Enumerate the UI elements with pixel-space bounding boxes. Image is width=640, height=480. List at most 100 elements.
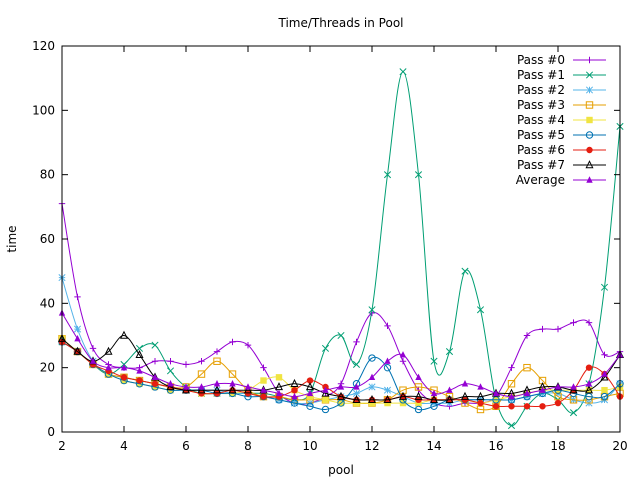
data-point [260,377,267,384]
data-point [151,341,159,349]
data-point [260,386,267,393]
data-point [167,358,174,365]
data-point [229,380,236,387]
data-point [585,364,593,371]
x-tick-label: 10 [302,439,317,453]
data-point [570,383,577,390]
data-point [275,374,283,381]
data-point [228,385,237,394]
data-point [398,391,408,400]
legend-item: Pass #3 [517,98,606,112]
legend-marker [586,56,593,64]
legend-label: Pass #1 [517,68,565,82]
data-point [554,325,562,333]
data-point [554,383,562,390]
legend-marker [586,176,593,183]
data-point [414,405,423,414]
data-point [322,386,329,393]
legend-label: Pass #4 [517,113,565,127]
data-point [213,380,221,387]
data-point [120,374,128,381]
data-point [260,393,267,400]
data-point [508,403,515,410]
data-point [399,351,407,358]
data-point [430,357,438,365]
data-point [508,392,515,400]
data-point [399,68,407,76]
data-point [322,396,329,404]
data-point [136,377,143,384]
data-point [291,386,298,394]
x-tick-label: 4 [120,439,128,453]
data-point [601,351,608,358]
data-point [507,380,516,388]
data-point [181,385,191,394]
data-point [368,354,376,362]
data-point [73,325,82,333]
data-point [291,392,298,400]
data-point [414,391,423,400]
data-point [476,391,485,400]
data-point [182,361,190,368]
legend-marker [585,160,594,169]
y-tick-label: 20 [40,361,55,375]
data-point [492,403,500,410]
data-point [446,386,453,393]
data-point [337,383,345,390]
data-point [569,409,578,417]
data-point [166,382,175,391]
data-point [197,385,206,394]
data-point [477,383,484,390]
legend-label: Pass #0 [517,53,565,67]
legend-label: Pass #6 [517,143,565,157]
data-point [213,348,221,355]
data-point [244,341,252,349]
data-point [383,363,392,372]
x-tick-label: 14 [426,439,441,453]
data-point [290,378,299,387]
data-point [260,364,267,371]
data-point [275,389,283,397]
data-point [89,345,97,352]
data-point [429,395,439,404]
data-point [600,372,609,381]
data-point [492,396,500,404]
data-point [601,370,608,377]
data-point [384,399,391,407]
data-point [601,386,608,394]
data-point [508,364,515,371]
series-layer [57,68,625,430]
data-point [353,338,360,346]
data-point [151,358,159,365]
legend-label: Average [516,173,565,187]
data-point [585,392,593,401]
data-point [136,367,143,374]
data-point [539,403,546,410]
data-point [228,370,237,378]
data-point [383,395,392,404]
data-point [290,399,299,407]
y-axis-label: time [5,225,19,252]
x-tick-label: 12 [364,439,379,453]
data-point [383,386,392,394]
data-point [151,380,159,387]
data-point [585,319,593,326]
y-tick-label: 80 [40,168,55,182]
legend-label: Pass #7 [517,158,565,172]
data-point [415,396,422,404]
data-point [305,382,315,391]
data-point [321,388,330,397]
data-point [414,383,423,391]
data-point [135,344,144,352]
legend-label: Pass #2 [517,83,565,97]
legend-marker [585,131,594,139]
data-point [337,331,345,340]
data-point [337,399,345,407]
data-point [167,380,174,387]
data-point [73,346,82,355]
data-point [212,385,222,394]
legend-item: Pass #6 [517,143,606,157]
data-point [523,332,531,339]
legend-item: Average [516,173,606,187]
legend-label: Pass #5 [517,128,565,142]
